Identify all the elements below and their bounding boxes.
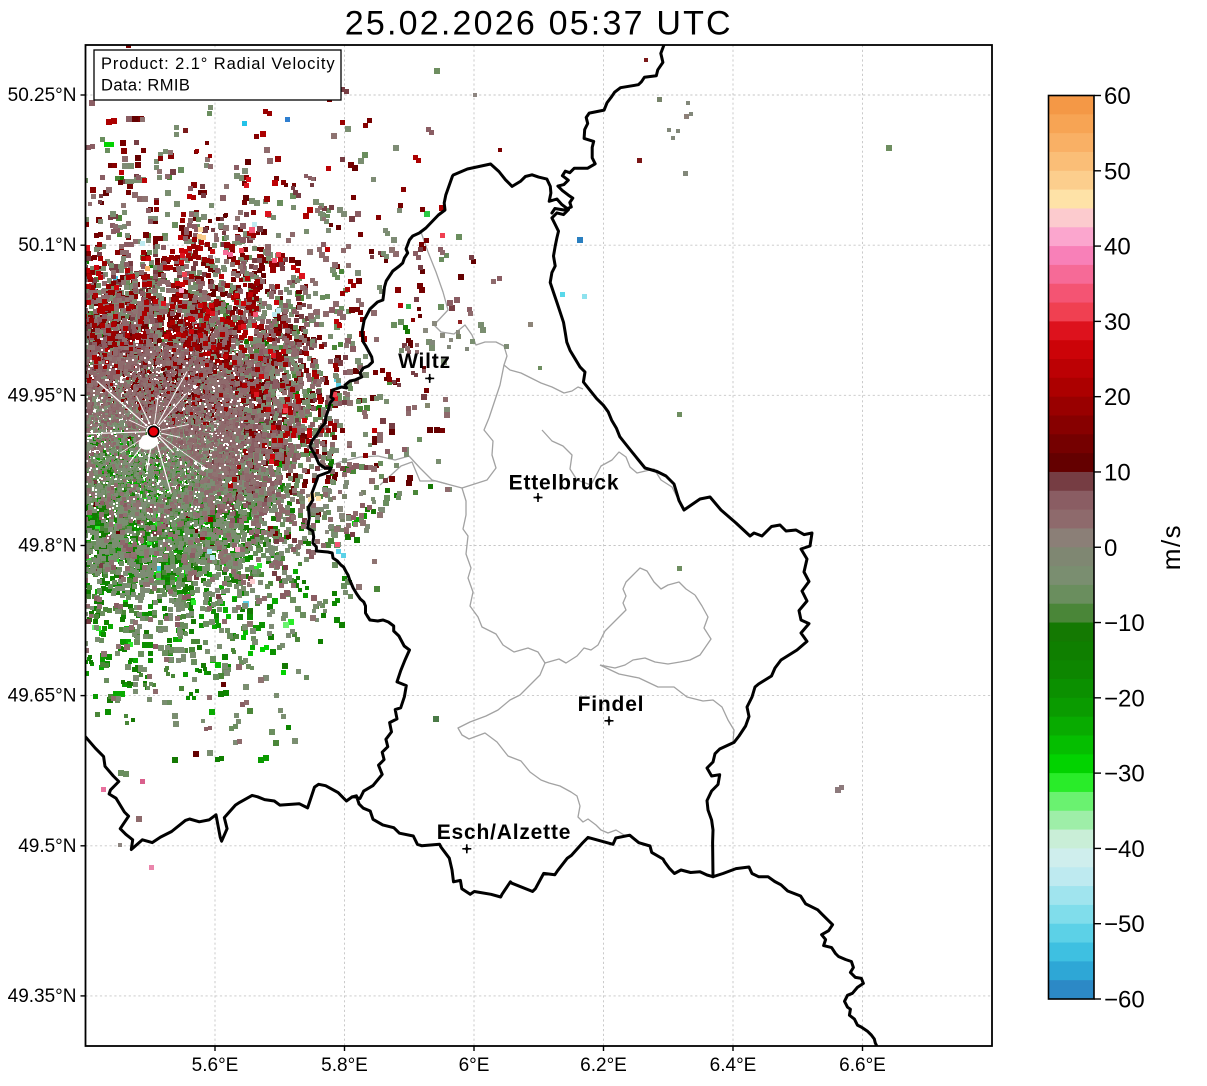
svg-text:49.65°N: 49.65°N [8,686,77,707]
svg-text:0: 0 [1104,535,1117,562]
svg-text:20: 20 [1104,384,1131,411]
svg-text:5.6°E: 5.6°E [192,1055,239,1076]
svg-text:Wiltz: Wiltz [398,350,451,373]
svg-text:Data: RMIB: Data: RMIB [101,77,190,95]
svg-text:6°E: 6°E [459,1055,490,1076]
svg-text:6.6°E: 6.6°E [839,1055,886,1076]
svg-text:25.02.2026 05:37 UTC: 25.02.2026 05:37 UTC [345,5,733,43]
svg-text:Esch/Alzette: Esch/Alzette [437,821,571,844]
svg-text:6.4°E: 6.4°E [710,1055,757,1076]
svg-text:6.2°E: 6.2°E [580,1055,627,1076]
svg-text:Product: 2.1° Radial Velocity: Product: 2.1° Radial Velocity [101,55,335,73]
svg-text:60: 60 [1104,83,1131,110]
svg-text:30: 30 [1104,309,1131,336]
svg-text:49.35°N: 49.35°N [8,986,77,1007]
svg-text:−50: −50 [1104,911,1145,938]
svg-text:49.8°N: 49.8°N [18,536,76,557]
svg-text:−60: −60 [1104,987,1145,1014]
svg-text:−40: −40 [1104,836,1145,863]
svg-text:5.8°E: 5.8°E [321,1055,368,1076]
svg-text:Findel: Findel [578,693,645,716]
svg-text:50.25°N: 50.25°N [8,85,77,106]
svg-text:50: 50 [1104,158,1131,185]
svg-text:−30: −30 [1104,761,1145,788]
svg-text:−10: −10 [1104,610,1145,637]
svg-text:10: 10 [1104,459,1131,486]
svg-text:−20: −20 [1104,685,1145,712]
svg-text:Ettelbruck: Ettelbruck [509,472,620,495]
svg-text:m/s: m/s [1156,524,1186,570]
svg-text:50.1°N: 50.1°N [18,235,76,256]
svg-text:49.95°N: 49.95°N [8,385,77,406]
svg-text:40: 40 [1104,234,1131,261]
svg-text:49.5°N: 49.5°N [18,836,76,857]
